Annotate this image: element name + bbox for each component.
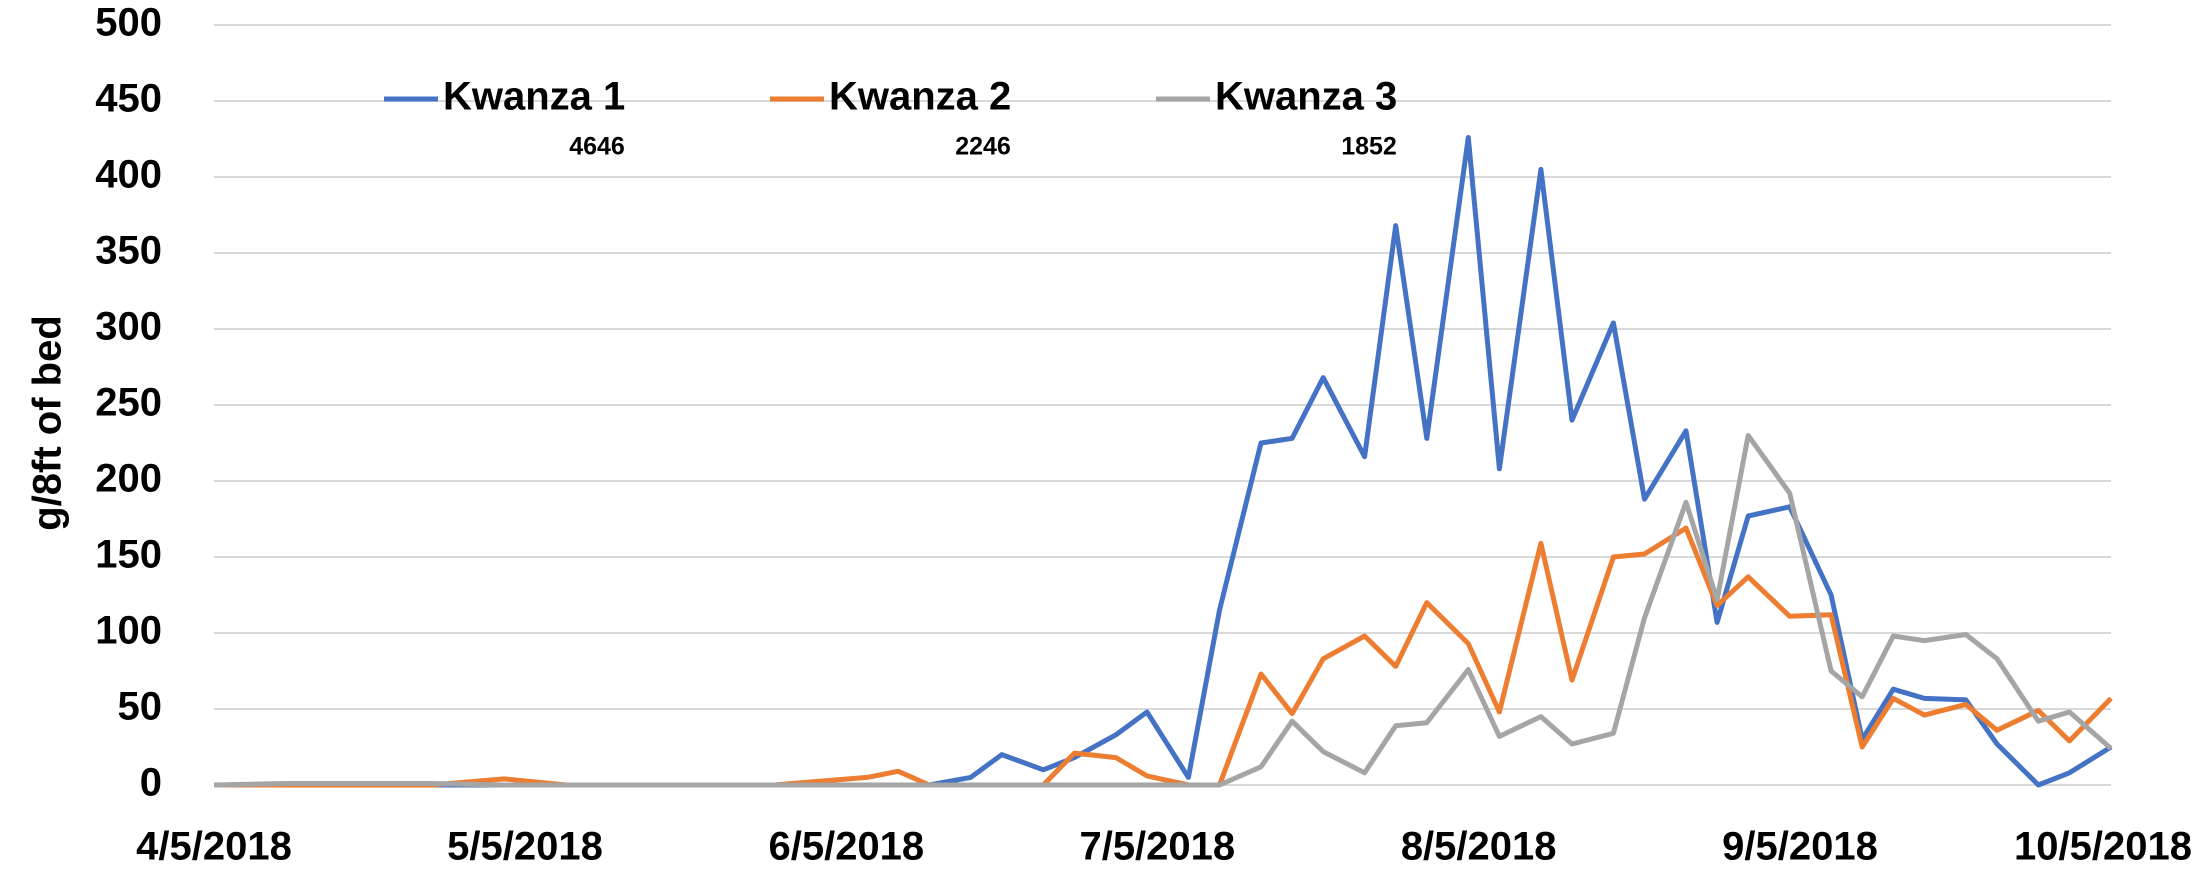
series-total: 4646 xyxy=(569,133,625,161)
y-tick-label: 150 xyxy=(95,533,162,577)
y-tick-label: 400 xyxy=(95,153,162,197)
y-tick-label: 0 xyxy=(140,761,162,805)
y-tick-label: 300 xyxy=(95,305,162,349)
x-tick-label: 6/5/2018 xyxy=(768,825,924,869)
legend-label: Kwanza 2 xyxy=(829,75,1011,119)
series-line xyxy=(213,432,2113,788)
x-tick-label: 7/5/2018 xyxy=(1079,825,1235,869)
x-tick-label: 9/5/2018 xyxy=(1722,825,1878,869)
legend-label: Kwanza 1 xyxy=(443,75,625,119)
y-tick-label: 50 xyxy=(118,685,163,729)
y-axis-label: g/8ft of bed xyxy=(26,315,70,531)
x-tick-label: 5/5/2018 xyxy=(447,825,603,869)
y-tick-label: 250 xyxy=(95,381,162,425)
series-total: 1852 xyxy=(1341,133,1397,161)
series-total: 2246 xyxy=(955,133,1011,161)
y-tick-label: 500 xyxy=(95,1,162,45)
y-tick-label: 100 xyxy=(95,609,162,653)
x-tick-label: 10/5/2018 xyxy=(2014,825,2192,869)
x-tick-label: 4/5/2018 xyxy=(136,825,292,869)
y-tick-label: 350 xyxy=(95,229,162,273)
y-tick-label: 450 xyxy=(95,77,162,121)
y-tick-label: 200 xyxy=(95,457,162,501)
legend-label: Kwanza 3 xyxy=(1215,75,1397,119)
series-line xyxy=(214,135,2113,788)
x-tick-label: 8/5/2018 xyxy=(1401,825,1557,869)
